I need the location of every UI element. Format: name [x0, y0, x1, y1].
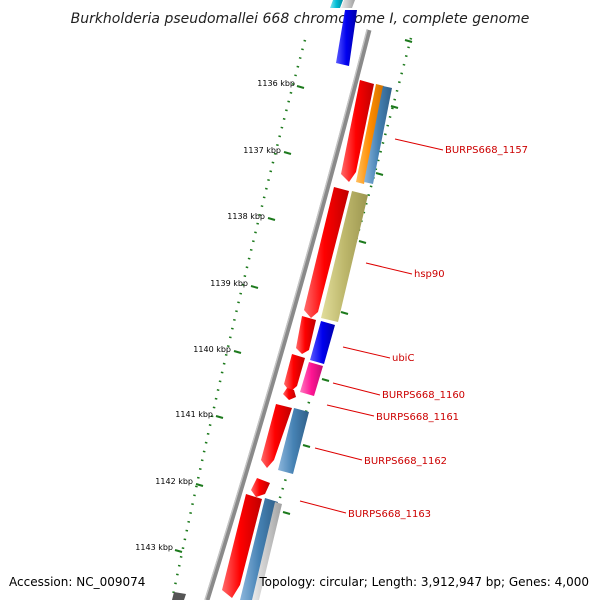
accession-text: Accession: NC_009074: [9, 575, 145, 589]
label-leader-line: [365, 262, 413, 275]
tick-label: 1136 kbp: [257, 79, 295, 88]
gene-reverse-feature: [341, 80, 374, 182]
label-leader-line: [314, 447, 363, 461]
scale-dotted-arc: [170, 39, 307, 600]
gene-feature: [252, 502, 282, 600]
label-leader-line: [394, 138, 444, 151]
gene-feature: [336, 10, 357, 66]
gene-feature: [330, 0, 343, 8]
outer-major-ticks: [282, 39, 413, 515]
gene-label: BURPS668_1162: [364, 456, 447, 467]
tick-label: 1140 kbp: [193, 345, 231, 354]
label-leader-line: [299, 500, 347, 514]
chromosome-backbone: [204, 29, 372, 600]
tick-label: 1139 kbp: [210, 279, 248, 288]
gene-reverse-feature: [304, 187, 349, 318]
gene-reverse-feature: [283, 388, 296, 400]
gene-label: ubiC: [392, 353, 414, 364]
gene-reverse-feature: [284, 354, 305, 392]
tick-label: 1137 kbp: [243, 146, 281, 155]
label-leader-line: [326, 404, 375, 417]
gene-feature: [364, 86, 392, 184]
tick-label: 1143 kbp: [135, 543, 173, 552]
map-title: Burkholderia pseudomallei 668 chromosome…: [71, 11, 530, 27]
gene-reverse-feature: [296, 316, 316, 354]
topology-text: Topology: circular; Length: 3,912,947 bp…: [258, 575, 589, 589]
gene-label: BURPS668_1157: [445, 145, 528, 156]
scale-major-ticks: [174, 85, 305, 553]
label-leader-line: [332, 382, 381, 396]
gene-feature: [356, 84, 384, 184]
gene-label: BURPS668_1160: [382, 390, 465, 401]
gene-feature: [321, 191, 368, 322]
gene-feature: [240, 498, 278, 600]
gene-reverse-feature: [251, 478, 270, 497]
gene-label: BURPS668_1161: [376, 412, 459, 423]
gene-feature: [310, 321, 335, 364]
gene-feature: [341, 0, 355, 8]
gene-label: BURPS668_1163: [348, 509, 431, 520]
gene-feature: [172, 592, 186, 600]
label-leader-line: [342, 346, 391, 359]
tick-label: 1142 kbp: [155, 477, 193, 486]
gene-label: hsp90: [414, 269, 445, 280]
gene-reverse-feature: [261, 404, 292, 468]
gene-reverse-feature: [222, 494, 262, 598]
tick-label: 1141 kbp: [175, 410, 213, 419]
gene-feature: [300, 362, 323, 396]
chromosome-backbone-highlight: [204, 29, 368, 600]
gene-feature: [278, 408, 309, 474]
tick-label: 1138 kbp: [227, 212, 265, 221]
